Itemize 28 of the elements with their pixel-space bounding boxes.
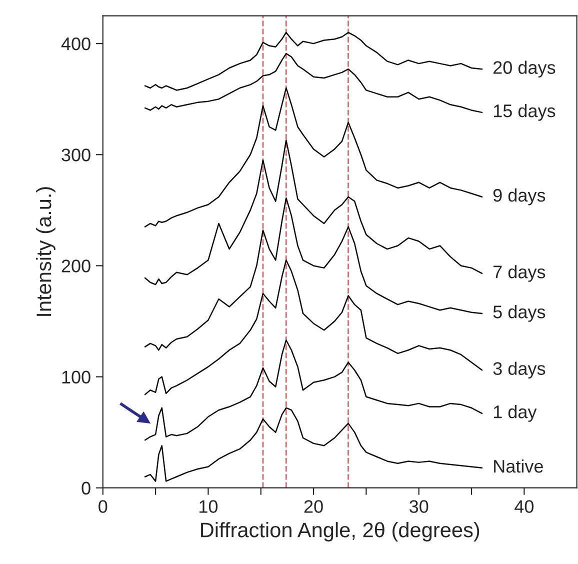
y-tick-label: 400 (61, 37, 90, 50)
y-tick-label: 0 (82, 482, 90, 495)
y-tick-label: 100 (62, 370, 90, 384)
series-label: 7 days (494, 265, 546, 282)
y-tick-label: 200 (62, 260, 90, 272)
line-series (144, 197, 483, 351)
line-series (144, 260, 483, 396)
x-tick-label: 20 (304, 500, 323, 513)
series-label: 15 days (494, 104, 556, 121)
x-tick-label: 30 (410, 500, 428, 513)
x-axis-title: Diffraction Angle, 2θ (degrees) (201, 522, 480, 542)
line-series (144, 87, 483, 228)
series-label: 20 days (493, 60, 556, 78)
series-label: Native (494, 459, 543, 473)
line-series (144, 32, 483, 91)
line-series (144, 52, 483, 114)
y-tick-label: 300 (62, 148, 90, 162)
series-label: 5 days (493, 305, 546, 322)
series-label: 9 days (493, 188, 546, 206)
line-series (144, 140, 483, 286)
line-series (144, 407, 483, 482)
series-label: 1 day (494, 405, 537, 422)
x-tick-label: 10 (200, 500, 218, 513)
y-axis-title: Intensity (a.u.) (36, 187, 56, 316)
series-label: 3 days (493, 362, 546, 379)
x-tick-label: 0 (98, 500, 108, 513)
x-tick-label: 40 (514, 500, 534, 513)
line-series (144, 340, 483, 441)
